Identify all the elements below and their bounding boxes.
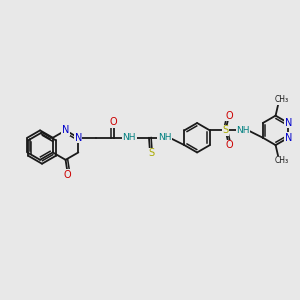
Text: O: O	[226, 140, 233, 150]
Text: O: O	[226, 111, 233, 121]
Text: N: N	[75, 133, 82, 143]
Text: S: S	[148, 148, 154, 158]
Text: O: O	[110, 117, 118, 127]
Text: N: N	[285, 118, 292, 128]
Text: CH₃: CH₃	[274, 156, 289, 165]
Text: NH: NH	[158, 133, 171, 142]
Text: NH: NH	[123, 133, 136, 142]
Text: NH: NH	[236, 126, 250, 135]
Text: CH₃: CH₃	[274, 95, 289, 104]
Text: N: N	[62, 125, 69, 135]
Text: N: N	[285, 133, 292, 143]
Text: O: O	[64, 169, 71, 179]
Text: S: S	[223, 125, 229, 135]
